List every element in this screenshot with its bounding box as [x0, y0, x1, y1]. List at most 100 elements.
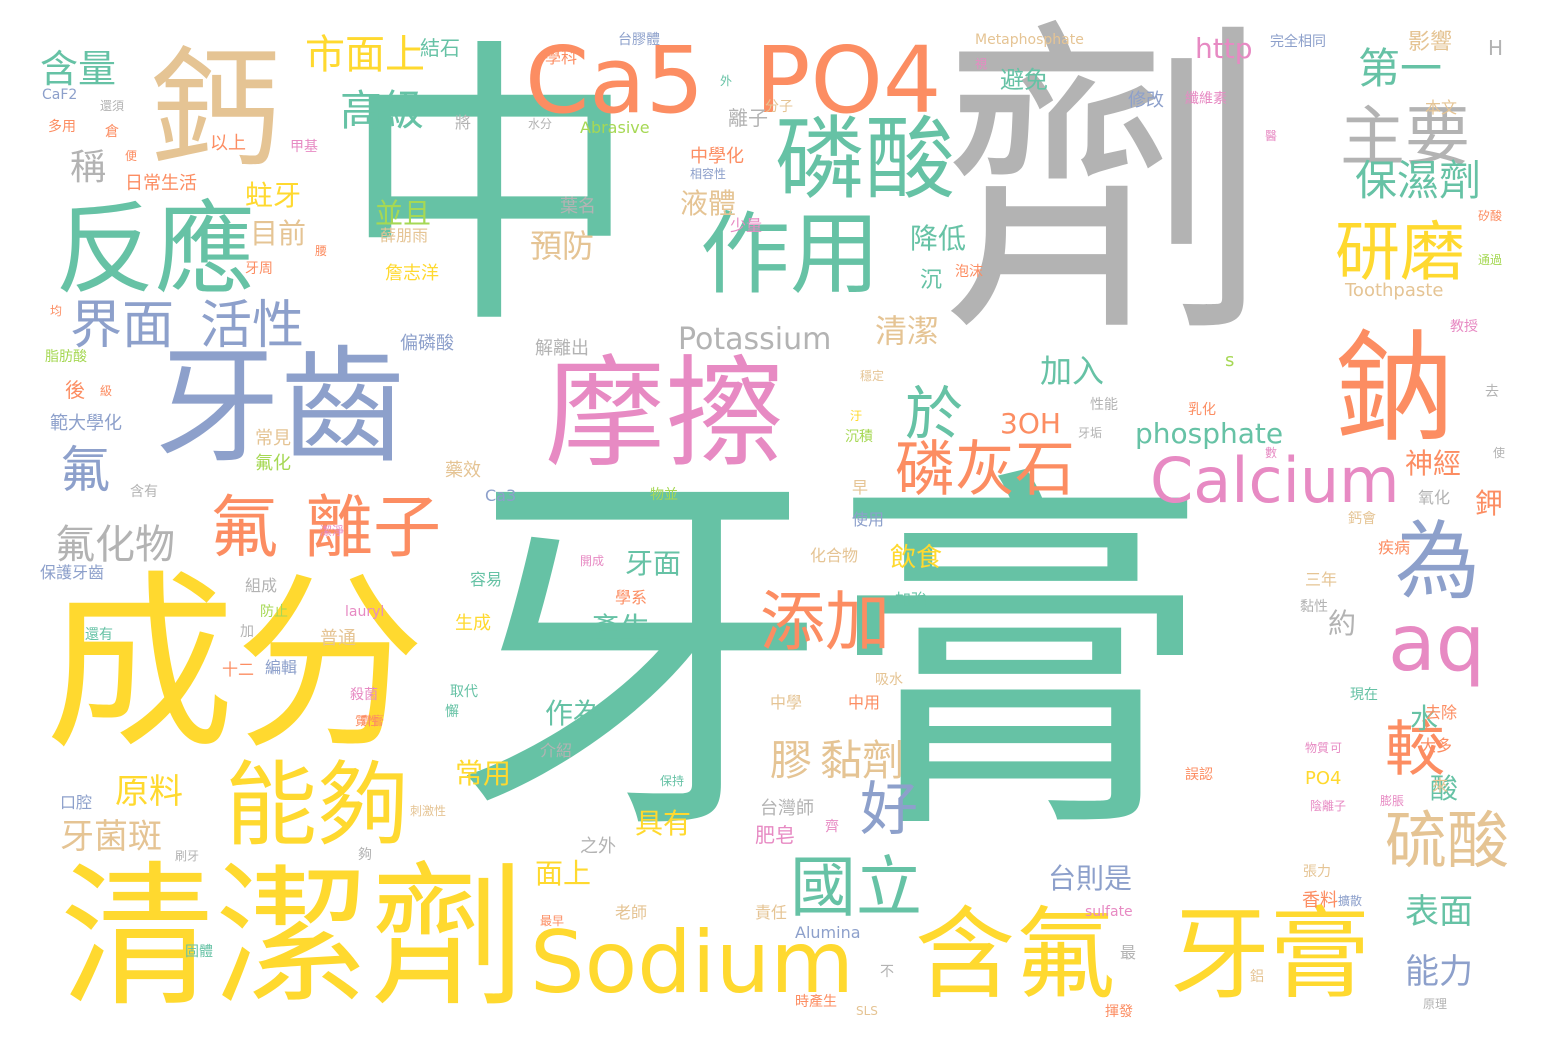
word-65: 具有	[635, 807, 692, 840]
word-157: 責任	[755, 903, 788, 922]
word-38: 保濕劑	[1355, 156, 1482, 205]
word-42: 蛀牙	[245, 179, 302, 212]
word-146: 口腔	[60, 793, 93, 812]
word-137: 殺菌	[350, 687, 378, 703]
word-29: 硫酸	[1385, 804, 1510, 877]
word-126: 防止	[260, 604, 288, 620]
word-167: 原理	[1423, 997, 1448, 1011]
word-35: 市面上	[305, 32, 425, 78]
word-198: 潔淨	[320, 524, 345, 538]
word-80: 避免	[1000, 66, 1048, 94]
word-147: 介紹	[540, 741, 573, 760]
word-33: 於	[905, 380, 964, 448]
word-93: 相容性	[690, 167, 727, 181]
word-40: 氟化物	[55, 522, 175, 568]
word-96: 矽酸	[1478, 209, 1503, 223]
word-160: 固體	[185, 944, 213, 960]
word-116: Ca3	[485, 486, 517, 505]
word-170: 刷牙	[175, 849, 200, 863]
word-1: 劑	[940, 0, 1270, 377]
word-44: 並且	[375, 197, 432, 230]
word-98: Toothpaste	[1345, 280, 1444, 301]
word-31: 好	[860, 775, 919, 843]
word-54: 原料	[115, 772, 183, 812]
word-108: 氟化	[255, 453, 291, 474]
word-88: CaF2	[42, 87, 78, 103]
word-49: 加入	[1040, 352, 1105, 390]
word-89: 多用	[48, 119, 76, 135]
word-177: 將	[455, 113, 472, 132]
word-195: 齊	[825, 819, 839, 835]
word-131: 學系	[615, 588, 648, 607]
word-60: 能力	[1405, 952, 1473, 992]
word-77: 完全相同	[1270, 34, 1326, 50]
word-196: 來	[1432, 776, 1449, 795]
word-145: 物質	[1305, 741, 1330, 755]
word-190: 均	[50, 304, 63, 318]
word-125: 組成	[245, 576, 278, 595]
word-176: 牙周	[245, 261, 273, 277]
word-4: 清潔劑	[60, 847, 525, 1028]
word-156: 香料	[1302, 890, 1338, 911]
word-12: 作用	[700, 202, 880, 307]
word-47: 降低	[910, 222, 967, 255]
word-186: 汙	[850, 409, 863, 423]
word-99: 教授	[1450, 319, 1478, 335]
word-111: 牙垢	[1078, 426, 1103, 440]
word-48: 清潔	[875, 312, 940, 350]
word-166: SLS	[856, 1004, 878, 1018]
word-114: 物並	[650, 487, 678, 503]
word-95: 少量	[730, 216, 763, 235]
word-202: 齊膏	[360, 714, 385, 728]
word-69: 約	[1328, 607, 1357, 640]
word-5: 鈣	[150, 34, 281, 186]
word-162: sulfate	[1085, 904, 1133, 920]
word-115: 含有	[130, 484, 158, 500]
word-91: 日常生活	[125, 173, 197, 194]
word-18: 磷灰石	[895, 435, 1075, 505]
word-132: 容易	[470, 570, 503, 589]
word-27: aq	[1388, 599, 1486, 689]
word-174: 甲基	[290, 139, 318, 155]
word-37: 第一	[1358, 44, 1443, 93]
word-130: 生成	[455, 613, 491, 634]
word-22: 界面	[70, 296, 175, 356]
word-127: 還有	[85, 627, 113, 643]
word-152: 膨脹	[1380, 794, 1405, 808]
word-139: 吸水	[875, 672, 903, 688]
word-121: 加強	[895, 590, 928, 609]
word-189: 級	[100, 384, 113, 398]
word-24: 主要	[1340, 100, 1471, 175]
word-173: 便	[125, 149, 138, 163]
word-9: Ca5	[525, 27, 705, 134]
word-30: 國立	[790, 849, 922, 926]
word-138: 取代	[450, 684, 478, 700]
word-159: 最早	[540, 914, 565, 928]
word-17: Calcium	[1150, 444, 1400, 517]
word-143: 去除	[1425, 703, 1458, 722]
word-150: PO4	[1305, 768, 1342, 789]
word-165: 揮發	[1105, 1004, 1133, 1020]
word-78: 影響	[1408, 30, 1453, 55]
word-70: 水	[1410, 702, 1439, 735]
word-171: 刺激性	[410, 804, 447, 818]
word-87: 分子	[765, 99, 793, 115]
word-82: 纖維素	[1185, 91, 1227, 107]
word-74: 學科	[545, 48, 578, 67]
word-7: 牙齒	[155, 335, 405, 480]
word-55: 牙菌斑	[60, 817, 162, 857]
word-192: 加	[240, 624, 254, 640]
word-3: 成分	[45, 554, 426, 775]
word-90: 以上	[210, 133, 246, 154]
word-56: 膠	[770, 736, 813, 785]
word-149: 肥皂	[755, 823, 795, 847]
word-141: 中用	[848, 693, 881, 712]
word-117: 氧化	[1418, 488, 1451, 507]
word-26: 為	[1395, 513, 1481, 612]
word-185: 沉	[920, 268, 943, 293]
word-52: 3OH	[1000, 407, 1061, 440]
word-53: http	[1195, 32, 1253, 65]
word-179: 穩定	[860, 369, 885, 383]
word-199: 質性	[355, 714, 380, 728]
word-187: 數	[1265, 446, 1278, 460]
